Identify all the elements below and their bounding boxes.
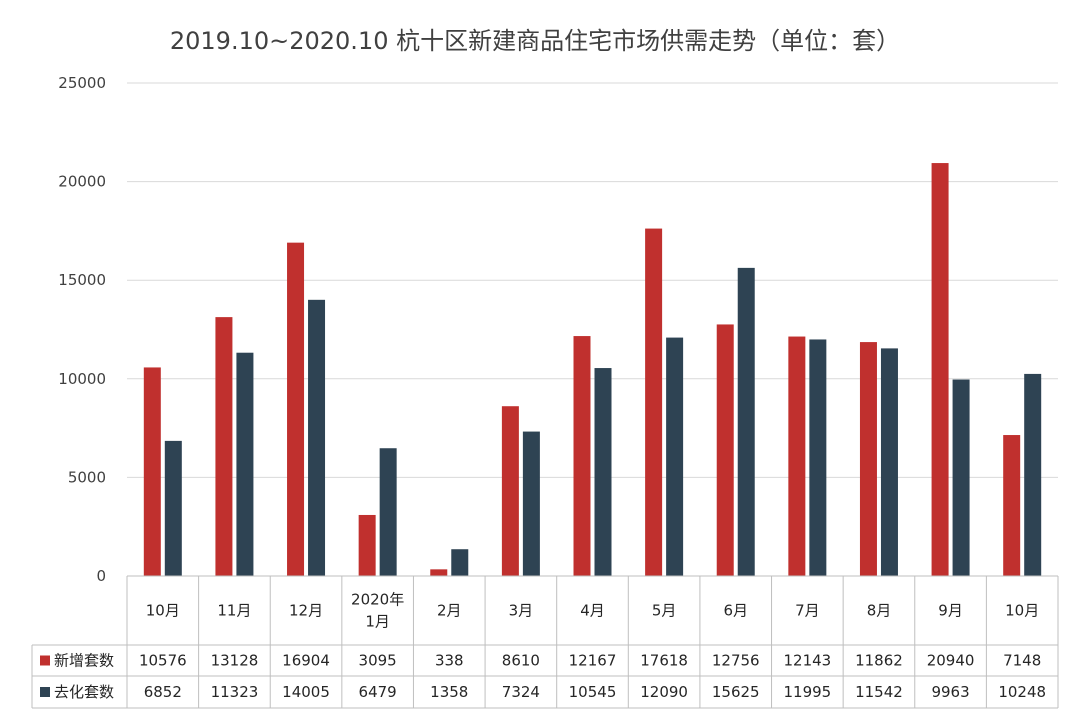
bar-series1 [143, 367, 161, 576]
bar-series2 [880, 348, 898, 576]
bar-series1 [573, 336, 591, 576]
x-tick-label: 8月 [867, 602, 892, 620]
data-label: 10248 [998, 683, 1046, 701]
bar-series1 [859, 342, 877, 576]
bar-series1 [501, 406, 519, 576]
data-label: 3095 [359, 652, 397, 670]
x-tick-label: 10月 [1005, 602, 1039, 620]
data-label: 12756 [712, 652, 760, 670]
data-label: 16904 [282, 652, 330, 670]
data-label: 7324 [502, 683, 540, 701]
x-tick-label: 10月 [146, 602, 180, 620]
bar-series2 [451, 549, 469, 576]
x-tick-label: 11月 [217, 602, 251, 620]
x-tick-label: 7月 [795, 602, 820, 620]
bar-series2 [1024, 373, 1042, 576]
bar-series2 [164, 440, 182, 576]
legend-label: 去化套数 [54, 683, 114, 701]
x-tick-label: 2月 [437, 602, 462, 620]
data-label: 14005 [282, 683, 330, 701]
y-tick-label: 10000 [58, 370, 106, 388]
legend-label: 新增套数 [54, 652, 114, 670]
y-tick-label: 15000 [58, 271, 106, 289]
data-label: 1358 [430, 683, 468, 701]
data-label: 7148 [1003, 652, 1041, 670]
data-label: 11862 [855, 652, 903, 670]
bar-series2 [666, 337, 684, 576]
x-tick-label: 2020年 [351, 591, 404, 609]
data-label: 8610 [502, 652, 540, 670]
y-tick-label: 0 [96, 567, 106, 585]
bar-series2 [809, 339, 827, 576]
bar-series2 [952, 379, 970, 576]
data-label: 11995 [783, 683, 831, 701]
bar-series2 [308, 299, 326, 576]
data-label: 11542 [855, 683, 903, 701]
data-label: 10545 [569, 683, 617, 701]
x-tick-label: 12月 [289, 602, 323, 620]
data-label: 20940 [927, 652, 975, 670]
x-tick-label: 1月 [365, 613, 390, 631]
y-tick-label: 20000 [58, 173, 106, 191]
legend-swatch [40, 655, 50, 666]
data-label: 13128 [211, 652, 259, 670]
bar-series1 [215, 317, 233, 576]
data-label: 12167 [569, 652, 617, 670]
bars [143, 163, 1042, 576]
bar-series1 [645, 228, 663, 576]
y-axis-ticks: 0 5000 10000 15000 20000 25000 [58, 74, 106, 585]
bar-series2 [594, 368, 612, 576]
bar-series2 [379, 448, 397, 576]
bar-series2 [522, 431, 540, 576]
bar-series1 [716, 324, 734, 576]
data-label: 12090 [640, 683, 688, 701]
gridlines [127, 82, 1058, 478]
bar-series1 [430, 569, 448, 576]
x-tick-label: 4月 [580, 602, 605, 620]
data-label: 338 [435, 652, 464, 670]
legend-swatch [40, 687, 50, 697]
bar-series2 [236, 352, 254, 576]
data-label: 17618 [640, 652, 688, 670]
bar-series1 [1003, 435, 1021, 576]
bar-series1 [287, 242, 305, 576]
y-tick-label: 5000 [68, 468, 106, 486]
data-label: 9963 [931, 683, 969, 701]
data-label: 10576 [139, 652, 187, 670]
y-tick-label: 25000 [58, 74, 106, 92]
x-tick-label: 9月 [938, 602, 963, 620]
x-tick-label: 3月 [509, 602, 534, 620]
x-tick-label: 6月 [723, 602, 748, 620]
bar-series1 [788, 336, 806, 576]
data-label: 6479 [359, 683, 397, 701]
data-label: 15625 [712, 683, 760, 701]
x-tick-label: 5月 [652, 602, 677, 620]
chart-title: 2019.10~2020.10 杭十区新建商品住宅市场供需走势（单位：套） [170, 27, 900, 55]
data-label: 11323 [211, 683, 259, 701]
bar-series2 [737, 267, 755, 576]
bar-series1 [358, 514, 376, 576]
data-label: 12143 [783, 652, 831, 670]
bar-series1 [931, 163, 949, 576]
data-label: 6852 [144, 683, 182, 701]
